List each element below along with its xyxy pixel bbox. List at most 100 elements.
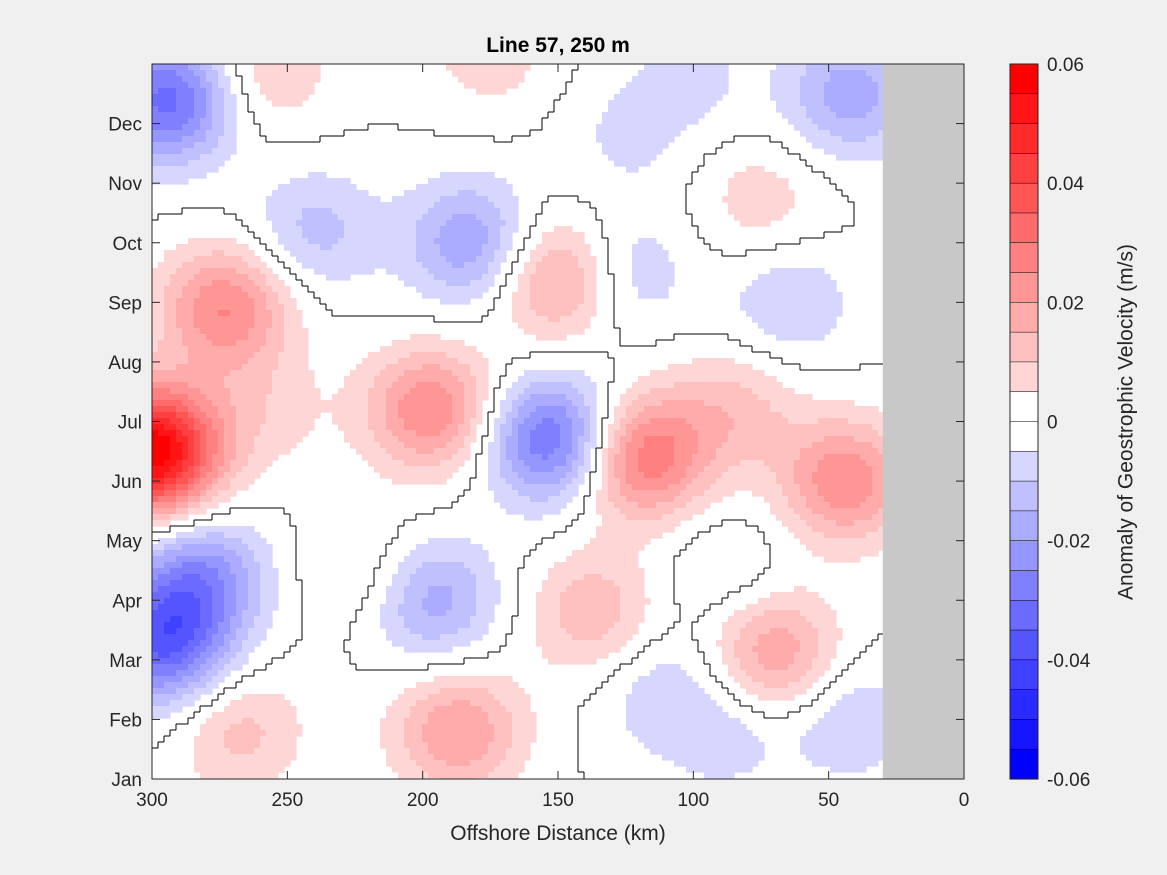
- heat-cell: [332, 214, 339, 221]
- heat-cell: [296, 76, 303, 83]
- heat-cell: [788, 274, 795, 281]
- heat-cell: [728, 400, 735, 407]
- heat-cell: [572, 394, 579, 401]
- heat-cell: [812, 286, 819, 293]
- heat-cell: [578, 442, 585, 449]
- heat-cell: [458, 64, 465, 71]
- heat-cell: [818, 466, 825, 473]
- heat-cell: [692, 484, 699, 491]
- heat-cell: [662, 496, 669, 503]
- heat-cell: [200, 94, 207, 101]
- heat-cell: [548, 484, 555, 491]
- heat-cell: [404, 466, 411, 473]
- heat-cell: [674, 484, 681, 491]
- heat-cell: [512, 76, 519, 83]
- heat-cell: [632, 76, 639, 83]
- heat-cell: [164, 382, 171, 389]
- heat-cell: [284, 196, 291, 203]
- heat-cell: [668, 484, 675, 491]
- heat-cell: [416, 238, 423, 245]
- heat-cell: [344, 412, 351, 419]
- heat-cell: [848, 100, 855, 107]
- heat-cell: [872, 478, 879, 485]
- heat-cell: [152, 298, 159, 305]
- heat-cell: [638, 274, 645, 281]
- heat-cell: [770, 490, 777, 497]
- heat-cell: [656, 370, 663, 377]
- heat-cell: [734, 208, 741, 215]
- heat-cell: [464, 196, 471, 203]
- heat-cell: [308, 82, 315, 89]
- heat-cell: [404, 370, 411, 377]
- heat-cell: [824, 328, 831, 335]
- heat-cell: [500, 202, 507, 209]
- heat-cell: [788, 70, 795, 77]
- heat-cell: [602, 142, 609, 149]
- heat-cell: [752, 220, 759, 227]
- heat-cell: [248, 382, 255, 389]
- heat-cell: [548, 430, 555, 437]
- heat-cell: [650, 472, 657, 479]
- heat-cell: [830, 88, 837, 95]
- heat-cell: [788, 82, 795, 89]
- heat-cell: [218, 418, 225, 425]
- heat-cell: [584, 274, 591, 281]
- heat-cell: [872, 106, 879, 113]
- heat-cell: [344, 376, 351, 383]
- heat-cell: [284, 334, 291, 341]
- heat-cell: [554, 232, 561, 239]
- heat-cell: [278, 388, 285, 395]
- heat-cell: [782, 274, 789, 281]
- heat-cell: [170, 454, 177, 461]
- heat-cell: [446, 466, 453, 473]
- heat-cell: [278, 442, 285, 449]
- heat-cell: [674, 430, 681, 437]
- heat-cell: [824, 142, 831, 149]
- heat-cell: [470, 292, 477, 299]
- heat-cell: [302, 226, 309, 233]
- heat-cell: [242, 418, 249, 425]
- heat-cell: [236, 244, 243, 251]
- heat-cell: [152, 358, 159, 365]
- heat-cell: [578, 478, 585, 485]
- heat-cell: [692, 496, 699, 503]
- heat-cell: [776, 478, 783, 485]
- heat-cell: [350, 382, 357, 389]
- heat-cell: [818, 286, 825, 293]
- heat-cell: [818, 412, 825, 419]
- heat-cell: [794, 322, 801, 329]
- heat-cell: [782, 76, 789, 83]
- heat-cell: [734, 388, 741, 395]
- heat-cell: [776, 268, 783, 275]
- heat-cell: [338, 424, 345, 431]
- heat-cell: [380, 412, 387, 419]
- heat-cell: [824, 442, 831, 449]
- heat-cell: [842, 418, 849, 425]
- heat-cell: [194, 250, 201, 257]
- heat-cell: [356, 406, 363, 413]
- heat-cell: [248, 442, 255, 449]
- heat-cell: [650, 70, 657, 77]
- heat-cell: [308, 232, 315, 239]
- heat-cell: [506, 448, 513, 455]
- heat-cell: [356, 370, 363, 377]
- heat-cell: [578, 244, 585, 251]
- heat-cell: [638, 460, 645, 467]
- heat-cell: [230, 382, 237, 389]
- heat-cell: [446, 292, 453, 299]
- heat-cell: [362, 196, 369, 203]
- heat-cell: [158, 166, 165, 173]
- heat-cell: [158, 142, 165, 149]
- heat-cell: [674, 64, 681, 71]
- heat-cell: [728, 412, 735, 419]
- heat-cell: [248, 472, 255, 479]
- heat-cell: [278, 328, 285, 335]
- heat-cell: [686, 70, 693, 77]
- heat-cell: [554, 238, 561, 245]
- heat-cell: [374, 382, 381, 389]
- heat-cell: [680, 76, 687, 83]
- heat-cell: [236, 304, 243, 311]
- heat-cell: [512, 406, 519, 413]
- heat-cell: [758, 382, 765, 389]
- heat-cell: [272, 298, 279, 305]
